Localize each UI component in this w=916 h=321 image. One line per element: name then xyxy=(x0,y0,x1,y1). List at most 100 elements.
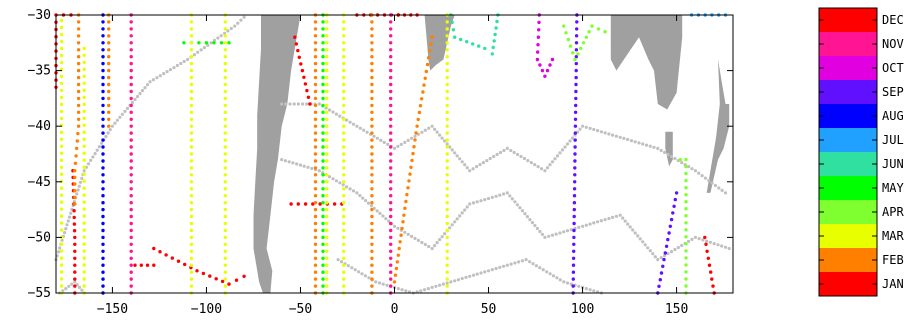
trajectory-point-mar xyxy=(445,235,449,240)
trajectory-point-feb xyxy=(313,284,318,288)
trajectory-point-nov xyxy=(389,27,393,31)
trajectory-point-mar xyxy=(59,270,64,274)
trajectory-point-sep xyxy=(573,110,578,115)
background-track-point xyxy=(611,215,615,219)
trajectory-point-feb xyxy=(403,206,407,210)
trajectory-point-mar xyxy=(59,130,64,134)
trajectory-point-apr xyxy=(684,249,688,253)
trajectory-point-feb xyxy=(313,207,318,212)
background-track-point xyxy=(666,252,670,256)
trajectory-point-mar xyxy=(223,103,227,108)
trajectory-point-feb xyxy=(406,186,410,190)
background-track-point xyxy=(565,142,570,146)
background-track-point xyxy=(78,180,83,184)
background-track-point xyxy=(569,228,573,232)
trajectory-point-aug xyxy=(101,214,105,219)
trajectory-point-mar xyxy=(189,214,194,219)
trajectory-point-mar xyxy=(82,116,86,121)
trajectory-point-aug xyxy=(101,221,105,226)
trajectory-point-mar xyxy=(189,152,194,156)
background-track-point xyxy=(550,233,555,237)
trajectory-point-feb xyxy=(370,187,374,191)
trajectory-point-mar xyxy=(189,194,194,198)
trajectory-point-jan xyxy=(170,256,174,260)
trajectory-point-jan xyxy=(195,269,199,273)
trajectory-point-mar xyxy=(445,89,449,94)
background-track-point xyxy=(463,208,467,212)
trajectory-point-nov xyxy=(129,263,133,267)
trajectory-point-sep xyxy=(573,145,577,149)
trajectory-point-jan xyxy=(133,263,137,267)
trajectory-point-feb xyxy=(313,138,318,142)
trajectory-point-sep xyxy=(574,41,579,45)
trajectory-point-sep xyxy=(574,55,578,59)
trajectory-point-feb xyxy=(313,27,318,31)
background-track-point xyxy=(588,126,592,130)
trajectory-point-mar xyxy=(325,61,329,66)
trajectory-point-mar xyxy=(325,187,329,191)
background-track-point xyxy=(348,187,352,191)
trajectory-point-mar xyxy=(223,284,227,288)
trajectory-point-mar xyxy=(445,48,449,52)
background-track-point xyxy=(558,278,562,282)
trajectory-point-mar xyxy=(189,207,194,212)
trajectory-point-may xyxy=(219,41,224,45)
trajectory-point-mar xyxy=(223,173,227,177)
background-track-point xyxy=(423,128,427,132)
background-track-point xyxy=(430,285,434,289)
trajectory-point-feb xyxy=(428,49,432,53)
trajectory-point-mar xyxy=(189,96,194,101)
background-track-point xyxy=(558,231,562,235)
background-track-point xyxy=(555,276,559,280)
background-track-point xyxy=(135,94,140,99)
trajectory-point-may xyxy=(321,131,325,135)
background-track-point xyxy=(357,270,361,274)
background-track-point xyxy=(80,288,84,292)
trajectory-point-mar xyxy=(342,27,346,31)
trajectory-point-feb xyxy=(370,228,374,233)
trajectory-point-mar xyxy=(325,131,329,135)
colorbar-segment-may xyxy=(819,176,877,201)
trajectory-point-nov xyxy=(389,159,393,163)
background-track-point xyxy=(460,276,464,281)
trajectory-point-may xyxy=(182,41,186,45)
background-track-point xyxy=(460,160,464,164)
trajectory-point-may xyxy=(321,152,325,156)
trajectory-point-mar xyxy=(189,180,194,184)
trajectory-point-sep xyxy=(669,217,674,222)
background-track-point xyxy=(351,189,356,193)
background-track-point xyxy=(607,132,611,136)
background-track-point xyxy=(492,154,496,159)
trajectory-point-aug xyxy=(101,145,105,149)
background-track-point xyxy=(545,166,550,170)
trajectory-point-nov xyxy=(129,110,133,115)
trajectory-point-mar xyxy=(325,41,329,45)
trajectory-point-may xyxy=(321,228,325,233)
background-track-point xyxy=(233,24,237,28)
background-track-point xyxy=(508,194,512,198)
trajectory-point-jan xyxy=(73,249,77,253)
trajectory-point-mar xyxy=(342,145,346,149)
trajectory-point-mar xyxy=(445,214,449,219)
trajectory-point-mar xyxy=(189,117,194,122)
trajectory-point-feb xyxy=(313,249,318,253)
trajectory-point-sep xyxy=(573,159,577,163)
background-track-point xyxy=(440,235,444,239)
background-track-point xyxy=(536,165,540,169)
background-track-point xyxy=(399,142,403,146)
y-axis: −30 −35 −40 −45 −50 −55 xyxy=(28,8,733,301)
float-trajectories xyxy=(54,13,728,295)
trajectory-point-nov xyxy=(389,235,393,240)
trajectory-point-mar xyxy=(59,95,64,100)
background-track-point xyxy=(687,165,691,169)
trajectory-point-mar xyxy=(59,249,64,253)
trajectory-point-mar xyxy=(325,124,329,128)
trajectory-point-mar xyxy=(223,55,227,59)
background-track-point xyxy=(458,214,462,218)
colorbar-segment-feb xyxy=(819,248,877,273)
trajectory-point-nov xyxy=(129,34,133,38)
trajectory-point-mar xyxy=(445,173,449,177)
trajectory-point-feb xyxy=(370,138,374,142)
background-track-point xyxy=(130,100,135,105)
background-track-point xyxy=(364,199,368,203)
